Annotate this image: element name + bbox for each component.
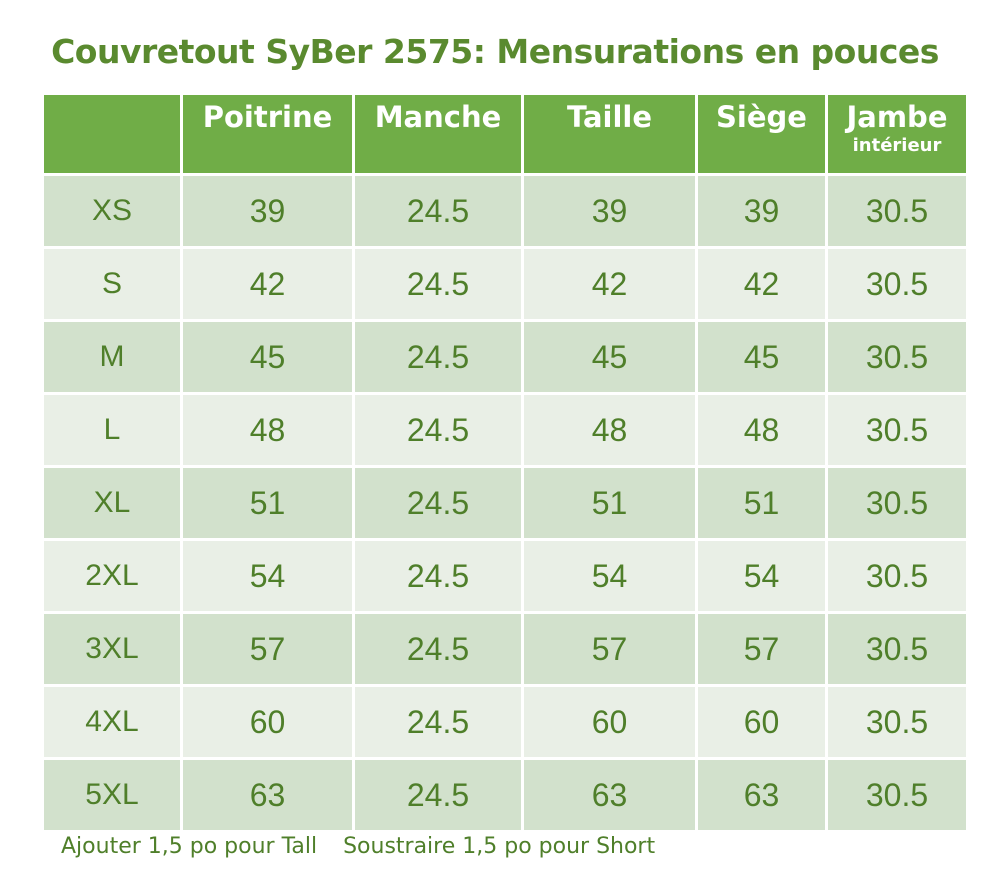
header-label: Poitrine — [202, 100, 333, 134]
table-cell: 42 — [524, 249, 695, 319]
header-label: Siège — [716, 100, 807, 134]
table-cell: 54 — [698, 541, 825, 611]
table-cell: 24.5 — [355, 395, 521, 465]
table-cell: 39 — [698, 176, 825, 246]
table-cell: 63 — [183, 760, 352, 830]
table-cell: 63 — [698, 760, 825, 830]
header-cell: Manche — [355, 95, 521, 173]
table-cell: 30.5 — [828, 176, 966, 246]
table-cell: 24.5 — [355, 176, 521, 246]
table-cell: 45 — [183, 322, 352, 392]
size-cell: XL — [44, 468, 180, 538]
size-cell: M — [44, 322, 180, 392]
table-cell: 24.5 — [355, 541, 521, 611]
header-label: Manche — [374, 100, 502, 134]
table-cell: 48 — [524, 395, 695, 465]
table-cell: 60 — [698, 687, 825, 757]
table-cell: 30.5 — [828, 395, 966, 465]
table-cell: 54 — [524, 541, 695, 611]
size-cell: L — [44, 395, 180, 465]
header-corner — [44, 95, 180, 173]
table-cell: 42 — [698, 249, 825, 319]
table-cell: 60 — [183, 687, 352, 757]
tall-note: Ajouter 1,5 po pour Tall — [61, 834, 318, 859]
size-cell: 4XL — [44, 687, 180, 757]
header-label: Taille — [566, 100, 653, 134]
table-cell: 30.5 — [828, 541, 966, 611]
footer-note: Ajouter 1,5 po pour Tall Soustraire 1,5 p… — [61, 834, 655, 859]
size-cell: 3XL — [44, 614, 180, 684]
table-cell: 39 — [183, 176, 352, 246]
table-cell: 30.5 — [828, 687, 966, 757]
header-sublabel: intérieur — [852, 135, 942, 156]
table-cell: 39 — [524, 176, 695, 246]
size-cell: XS — [44, 176, 180, 246]
table-cell: 63 — [524, 760, 695, 830]
table-cell: 57 — [524, 614, 695, 684]
table-cell: 42 — [183, 249, 352, 319]
table-cell: 51 — [183, 468, 352, 538]
header-cell: Taille — [524, 95, 695, 173]
page-title: Couvretout SyBer 2575: Mensurations en p… — [51, 32, 939, 71]
table-cell: 51 — [524, 468, 695, 538]
size-cell: S — [44, 249, 180, 319]
table-cell: 24.5 — [355, 760, 521, 830]
table-cell: 30.5 — [828, 249, 966, 319]
short-note: Soustraire 1,5 po pour Short — [343, 834, 656, 859]
header-label: Jambe — [846, 100, 948, 134]
table-cell: 24.5 — [355, 322, 521, 392]
table-cell: 45 — [698, 322, 825, 392]
table-cell: 45 — [524, 322, 695, 392]
table-cell: 60 — [524, 687, 695, 757]
table-cell: 48 — [698, 395, 825, 465]
size-cell: 5XL — [44, 760, 180, 830]
header-cell: Poitrine — [183, 95, 352, 173]
table-cell: 30.5 — [828, 614, 966, 684]
table-cell: 30.5 — [828, 760, 966, 830]
table-cell: 48 — [183, 395, 352, 465]
size-table: Poitrine Manche Taille Siège Jambe intér… — [44, 95, 966, 830]
header-cell: Siège — [698, 95, 825, 173]
table-cell: 24.5 — [355, 687, 521, 757]
table-cell: 57 — [698, 614, 825, 684]
table-cell: 57 — [183, 614, 352, 684]
table-cell: 24.5 — [355, 614, 521, 684]
table-cell: 30.5 — [828, 468, 966, 538]
size-cell: 2XL — [44, 541, 180, 611]
table-cell: 54 — [183, 541, 352, 611]
header-cell: Jambe intérieur — [828, 95, 966, 173]
table-cell: 24.5 — [355, 468, 521, 538]
table-cell: 24.5 — [355, 249, 521, 319]
table-cell: 30.5 — [828, 322, 966, 392]
table-cell: 51 — [698, 468, 825, 538]
